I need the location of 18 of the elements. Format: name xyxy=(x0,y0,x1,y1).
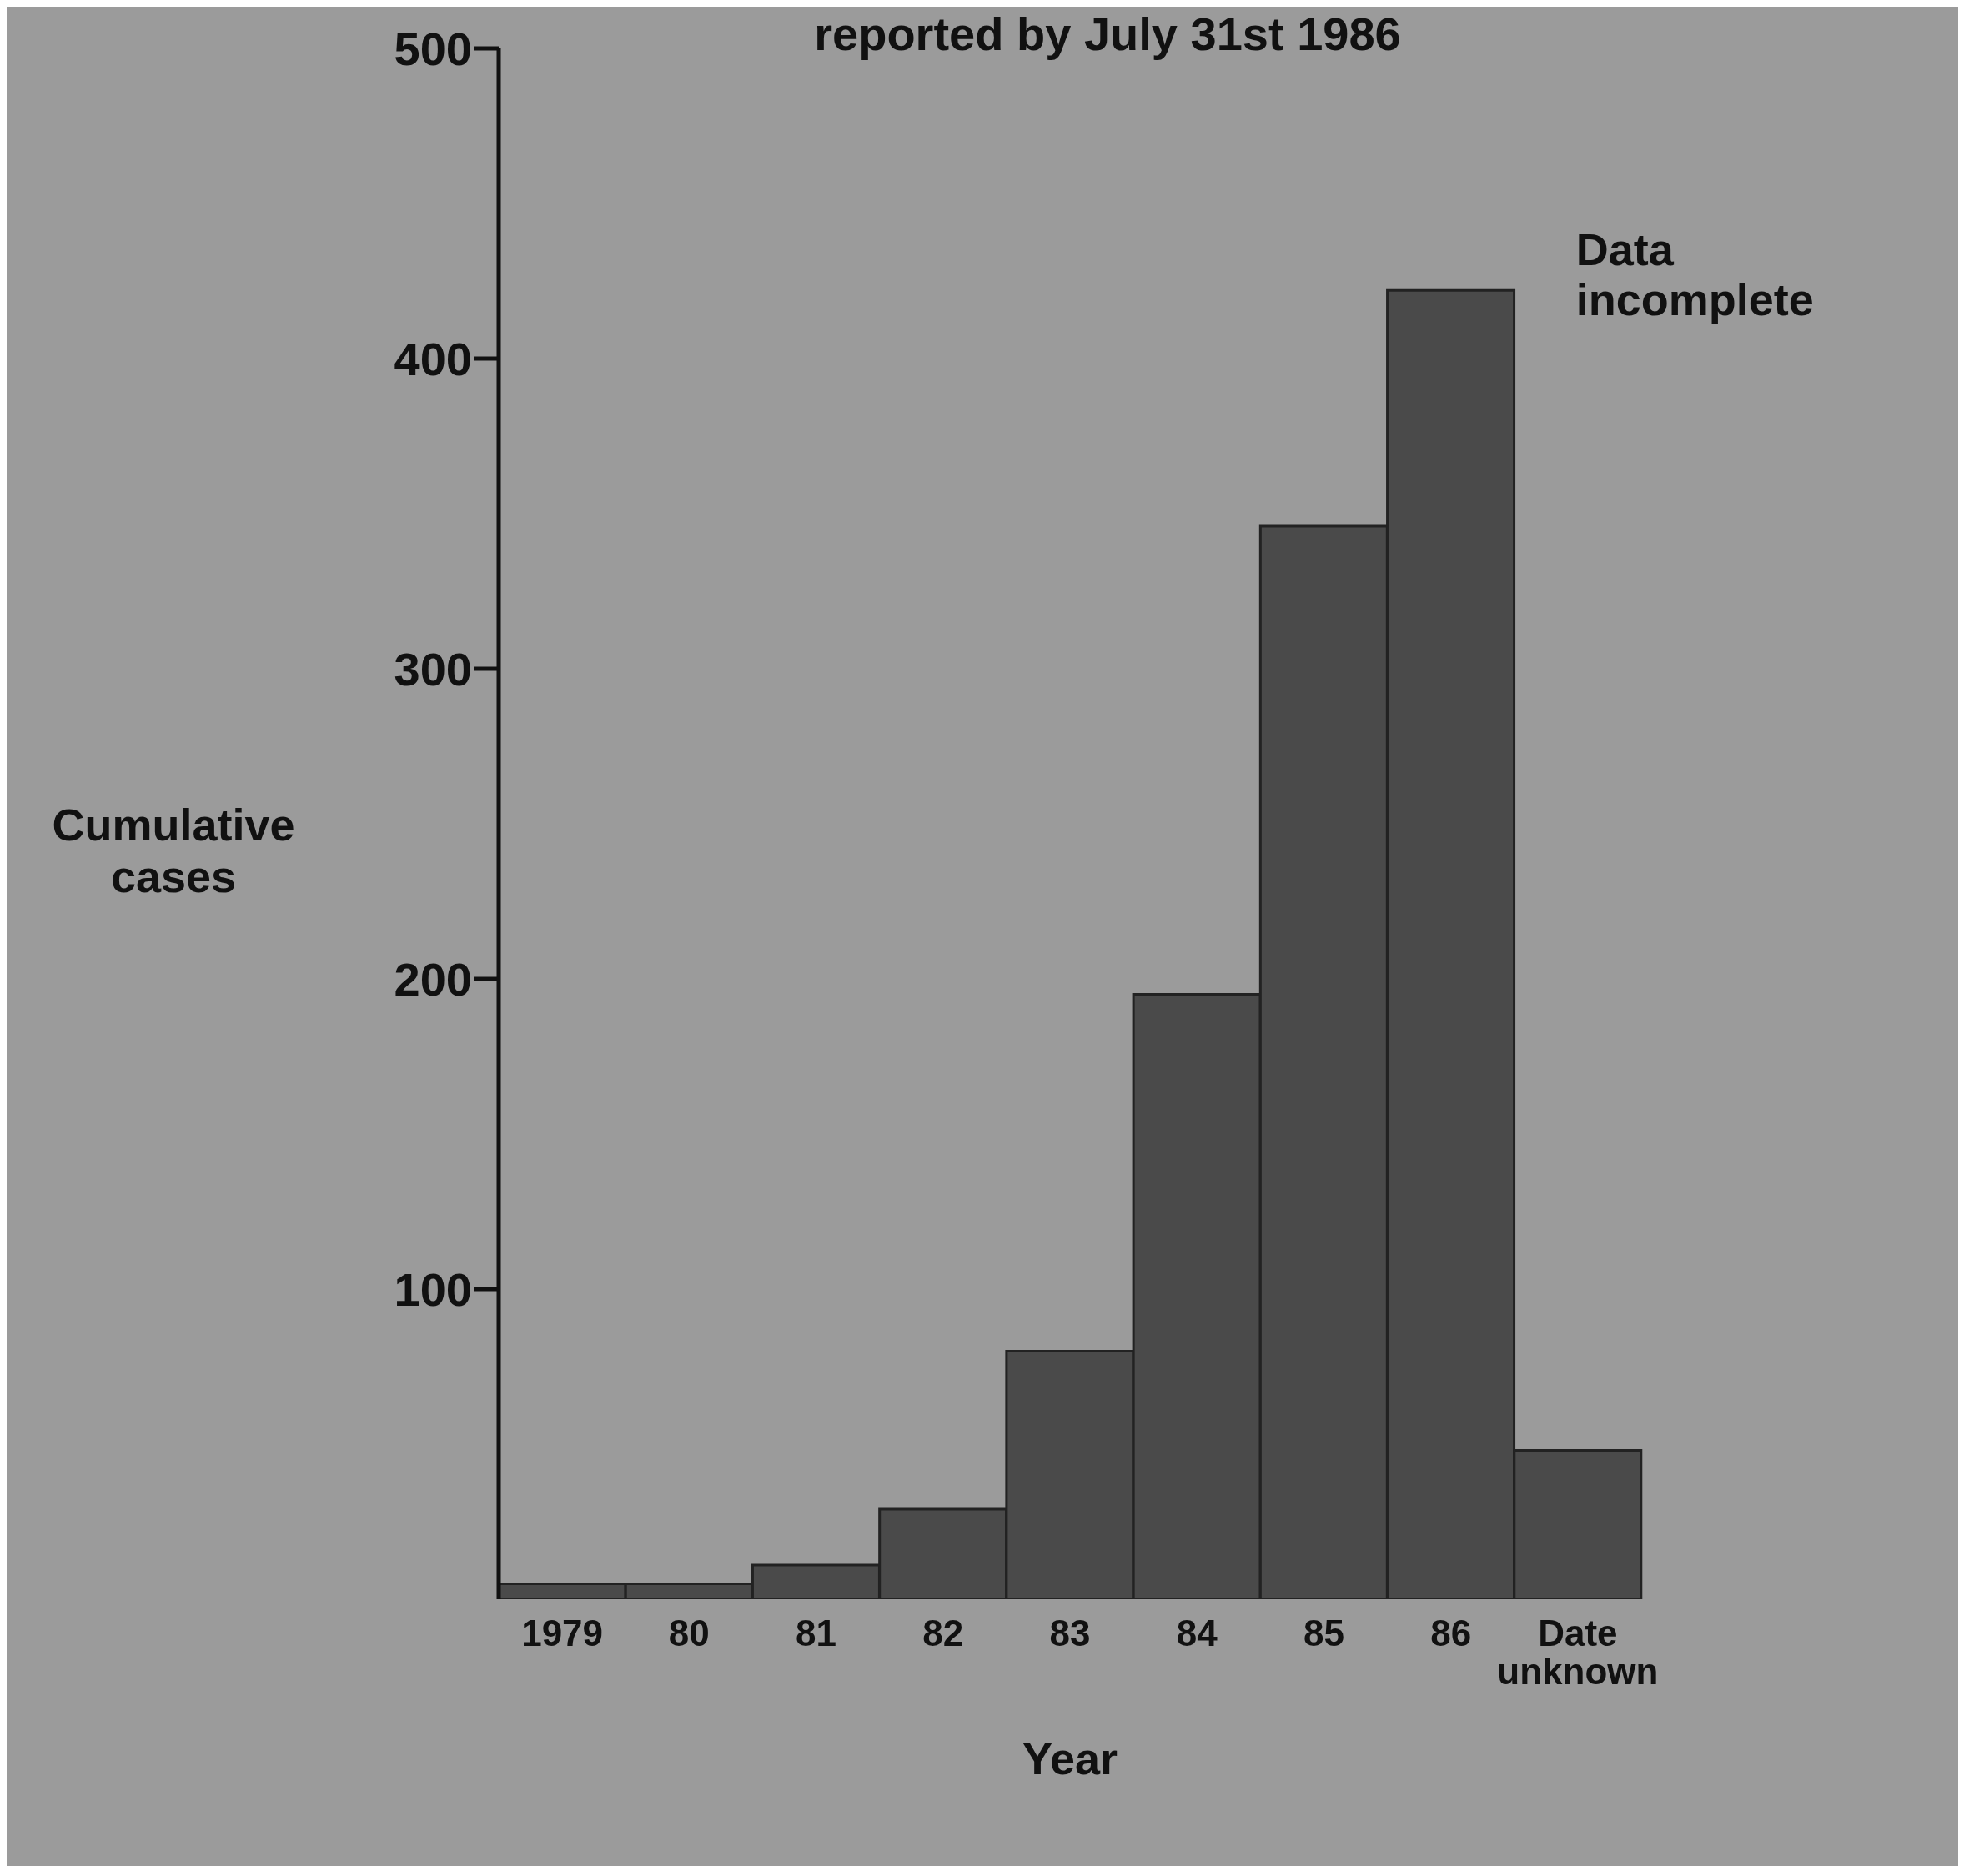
chart-title: reported by July 31st 1986 xyxy=(814,8,1401,60)
x-tick-label: 86 xyxy=(1430,1613,1472,1653)
x-tick-label: 1979 xyxy=(521,1613,604,1653)
x-tick-label: 85 xyxy=(1303,1613,1344,1653)
y-tick-label: 500 xyxy=(394,22,472,75)
x-tick-label: 82 xyxy=(922,1613,964,1653)
x-tick-label: 80 xyxy=(668,1613,710,1653)
y-tick-label: 100 xyxy=(394,1262,472,1316)
y-tick-label: 200 xyxy=(394,952,472,1006)
y-tick-label: 400 xyxy=(394,332,472,385)
x-axis-title: Year xyxy=(1022,1733,1118,1783)
x-tick-label: 81 xyxy=(796,1613,837,1653)
annotation: Data incomplete xyxy=(1575,224,1814,325)
y-tick-label: 300 xyxy=(394,642,472,695)
x-tick-label: Date unknown xyxy=(1497,1613,1659,1692)
x-tick-label: 84 xyxy=(1176,1613,1218,1653)
y-axis-title: Cumulative cases xyxy=(51,799,296,902)
x-tick-label: 83 xyxy=(1049,1613,1091,1653)
